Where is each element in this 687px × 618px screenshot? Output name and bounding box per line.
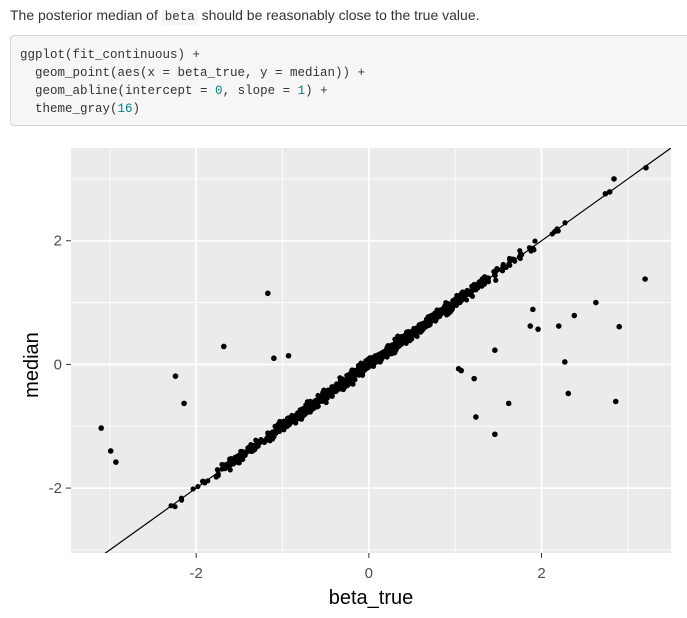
code-content: ggplot(fit_continuous) + geom_point(aes(… [11,36,687,128]
intro-before: The posterior median of [10,7,162,23]
data-point [239,453,245,460]
code-number: 16 [117,102,133,116]
y-tick-label: 2 [54,233,62,250]
x-tick-label: -2 [190,565,203,582]
data-point [423,322,429,328]
data-point [329,384,335,390]
data-point [269,436,276,442]
x-tick-label: 0 [365,565,373,582]
data-point [181,400,187,407]
y-axis-title: median [21,332,43,398]
data-point [491,268,497,275]
data-point [391,345,397,351]
code-token: ) [132,102,141,116]
data-point [476,279,482,285]
data-point [492,431,498,438]
data-point [227,467,233,473]
data-point [107,448,114,454]
data-point [306,408,312,414]
data-point [593,299,599,306]
data-point [612,398,619,405]
data-point [323,399,329,406]
data-point [113,459,119,465]
data-point [190,486,196,492]
scatter-plot: -2 0 2 -2 0 2 beta_true median [21,148,671,609]
data-point [555,323,562,329]
axes: -2 0 2 -2 0 2 [49,233,546,582]
data-point [505,400,512,407]
data-point [374,357,380,363]
data-point [616,323,622,330]
data-point [449,307,455,313]
data-point [469,283,475,289]
code-token: geom_abline(intercept = [20,84,216,98]
identity-line [104,148,671,553]
data-point [602,190,609,197]
data-point [285,352,292,359]
data-point [293,420,299,426]
data-point [325,387,331,393]
code-token: ggplot(fit_continuous) + [20,48,201,62]
data-point [471,375,477,382]
code-number: 0 [215,84,223,98]
data-point [239,448,245,455]
data-point [468,292,474,298]
data-point [571,312,578,319]
data-point [277,420,283,427]
data-point [265,290,271,297]
data-point [416,322,422,328]
data-point [414,328,420,334]
data-point [384,352,390,358]
data-point [172,373,179,379]
code-block: ggplot(fit_continuous) + geom_point(aes(… [10,35,687,126]
intro-after: should be reasonably close to the true v… [197,7,480,23]
data-point [247,445,253,451]
plot-panel [71,148,671,553]
data-point [221,343,227,350]
data-point [527,323,534,329]
data-point [493,277,499,283]
data-point [565,390,572,397]
x-axis-title: beta_true [329,587,414,609]
inline-code-beta: beta [161,9,198,25]
data-point [307,399,313,406]
y-tick-label: -2 [49,480,62,497]
data-point [458,290,465,297]
data-point [98,425,105,431]
code-token: theme_gray( [20,102,118,116]
code-token: geom_point(aes(x = beta_true, y = median… [20,66,366,80]
data-point [407,330,414,336]
y-tick-label: 0 [54,356,62,373]
data-point [458,367,465,374]
data-point [562,220,568,226]
data-point [530,306,536,313]
code-token: ) + [305,84,328,98]
data-point [289,412,295,419]
data-point [492,347,498,353]
data-point [263,437,269,443]
data-point [611,176,617,182]
data-point [642,276,648,282]
data-point [172,504,178,510]
data-point [370,363,377,369]
data-point [473,414,479,420]
data-point [396,343,402,349]
data-point [337,385,344,391]
data-point [271,355,277,362]
data-marks [98,148,671,553]
data-point [535,326,541,332]
data-point [454,292,460,299]
data-point [333,381,340,387]
code-token: , slope = [222,84,298,98]
data-point [532,238,538,244]
intro-text: The posterior median of beta should be r… [10,6,480,26]
x-tick-label: 2 [537,565,545,582]
data-point [452,301,458,307]
data-point [562,359,568,365]
code-number: 1 [297,84,306,98]
